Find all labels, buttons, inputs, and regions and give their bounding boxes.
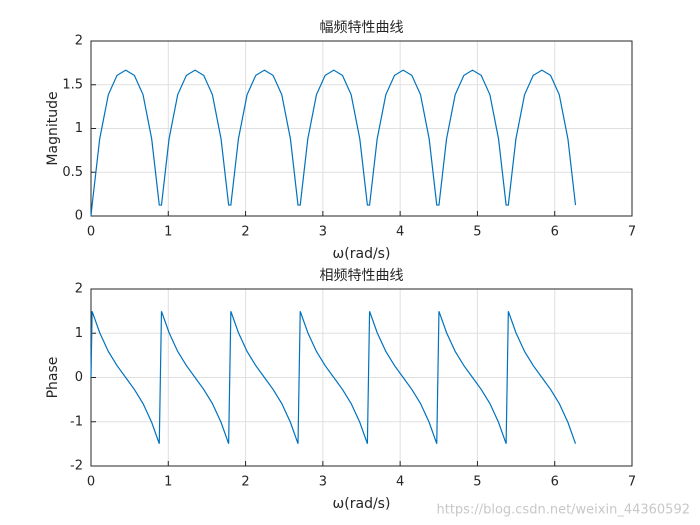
chart-title: 相频特性曲线	[320, 268, 404, 284]
y-tick-label: 0	[75, 370, 83, 385]
watermark: https://blog.csdn.net/weixin_44360592	[436, 503, 690, 518]
x-tick-label: 7	[628, 225, 636, 240]
y-axis-label: Phase	[45, 357, 61, 399]
x-axis-label: ω(rad/s)	[333, 496, 391, 512]
x-tick-label: 5	[473, 475, 481, 490]
data-line	[90, 311, 577, 444]
axes-box	[90, 40, 633, 217]
x-tick-label: 4	[396, 225, 404, 240]
y-tick-label: -2	[70, 459, 83, 474]
x-tick-label: 1	[164, 475, 172, 490]
y-tick-label: 2	[75, 34, 83, 49]
x-tick-label: 7	[628, 475, 636, 490]
x-tick-label: 1	[164, 225, 172, 240]
y-tick-label: 0	[75, 209, 83, 224]
y-axis-label: Magnitude	[45, 91, 61, 165]
x-axis-label: ω(rad/s)	[333, 246, 391, 262]
x-tick-label: 3	[319, 475, 327, 490]
x-tick-label: 6	[551, 225, 559, 240]
y-tick-label: -1	[70, 414, 83, 429]
y-tick-label: 0.5	[62, 165, 83, 180]
data-line	[90, 69, 577, 217]
x-tick-label: 0	[87, 225, 95, 240]
y-tick-label: 1	[75, 121, 83, 136]
y-tick-label: 2	[75, 282, 83, 297]
x-tick-label: 0	[87, 475, 95, 490]
y-tick-label: 1	[75, 326, 83, 341]
x-tick-label: 6	[551, 475, 559, 490]
y-tick-label: 1.5	[62, 77, 83, 92]
x-tick-label: 2	[241, 225, 249, 240]
x-tick-label: 4	[396, 475, 404, 490]
x-tick-label: 5	[473, 225, 481, 240]
x-tick-label: 2	[241, 475, 249, 490]
x-tick-label: 3	[319, 225, 327, 240]
chart-title: 幅频特性曲线	[320, 20, 404, 36]
